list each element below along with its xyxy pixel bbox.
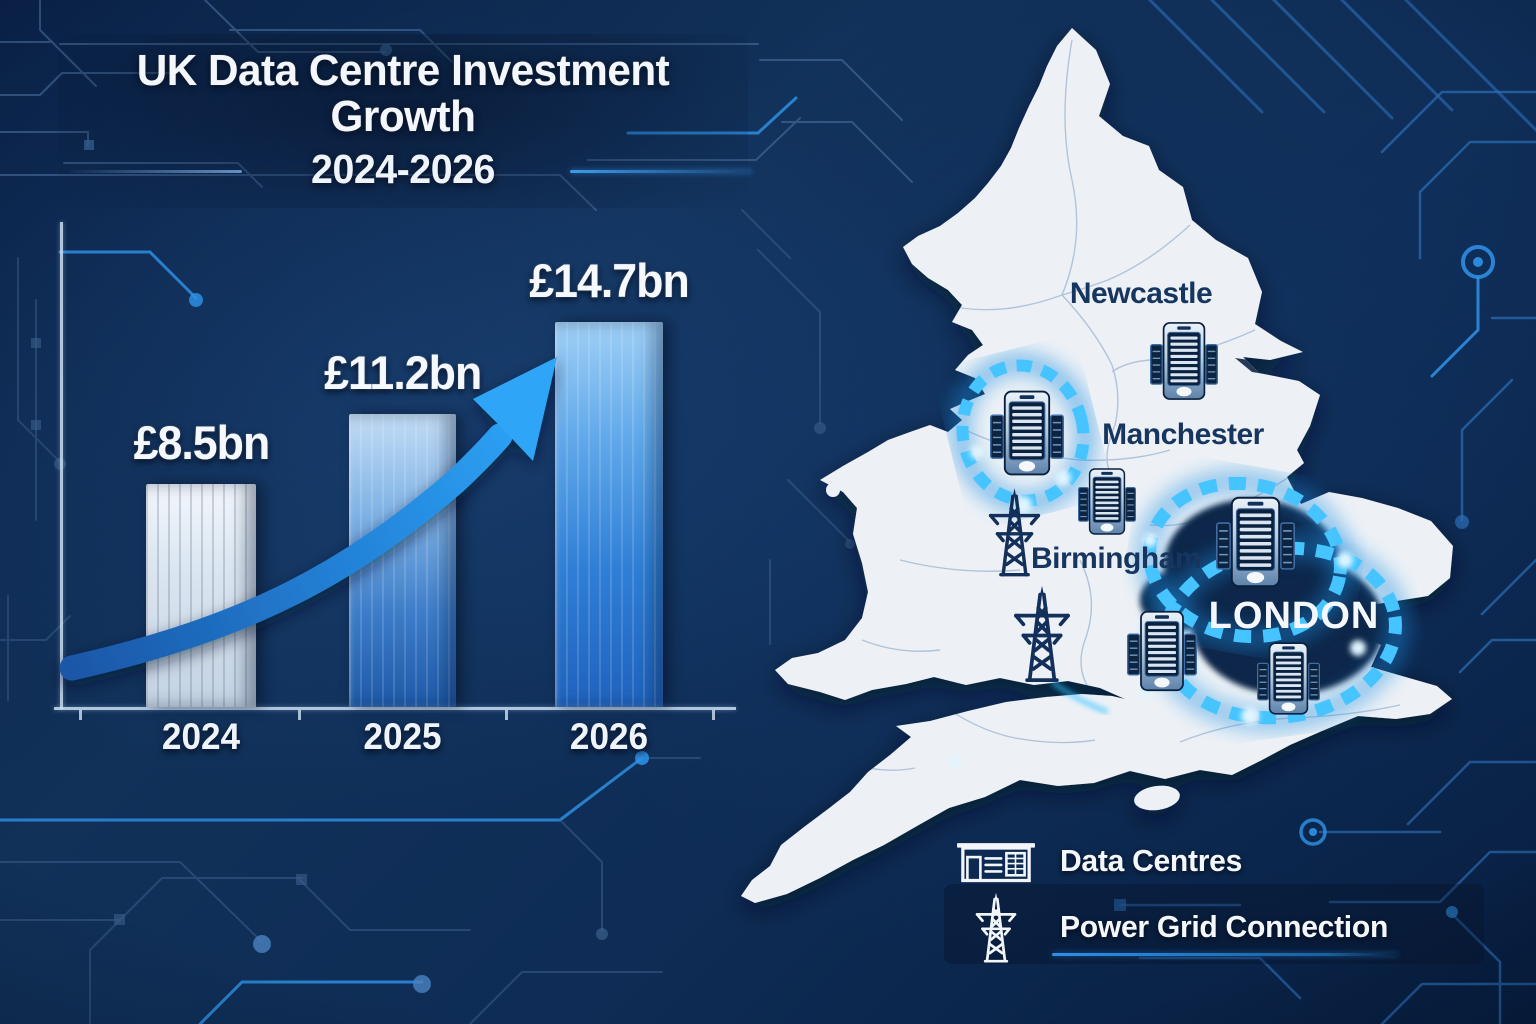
city-label-newcastle: Newcastle bbox=[1070, 277, 1212, 310]
page-subtitle: 2024-2026 bbox=[311, 146, 495, 193]
title-block: UK Data Centre Investment Growth 2024-20… bbox=[58, 34, 752, 209]
legend-row-data-centres: Data Centres bbox=[952, 832, 1512, 890]
bar-value-label-2025: £11.2bn bbox=[323, 346, 482, 399]
power-link-line bbox=[1050, 680, 1109, 714]
circuit-trace-group bbox=[1118, 760, 1536, 1024]
city-label-birmingham: Birmingham bbox=[1031, 542, 1201, 575]
x-axis-label-2026: 2026 bbox=[569, 716, 649, 757]
bar-2026 bbox=[555, 322, 663, 707]
circuit-trace-group bbox=[1380, 90, 1536, 674]
northwest-cluster-glow-ring bbox=[948, 351, 1098, 515]
data-centre-building-icon bbox=[952, 837, 1040, 885]
page-title: UK Data Centre Investment Growth bbox=[136, 46, 670, 142]
x-axis-label-2025: 2025 bbox=[363, 716, 442, 757]
subtitle-row: 2024-2026 bbox=[58, 146, 752, 198]
map-legend: Data Centres Power Grid Connection bbox=[944, 832, 1512, 964]
subtitle-decoration-line-left bbox=[70, 170, 242, 174]
circuit-trace-group bbox=[1147, 0, 1536, 132]
england-wales-map-shape bbox=[741, 28, 1453, 903]
circuit-trace-group bbox=[0, 257, 71, 701]
circuit-trace-group bbox=[0, 757, 701, 1024]
city-label-london: LONDON bbox=[1209, 595, 1380, 637]
chart-x-axis bbox=[54, 707, 736, 710]
x-axis-tick bbox=[79, 710, 82, 720]
bardsey-island-shape bbox=[826, 483, 840, 497]
bar-group-2026: £14.7bn bbox=[529, 253, 690, 707]
legend-decoration-line bbox=[1052, 953, 1398, 956]
power-pylon-icon bbox=[952, 891, 1040, 963]
x-axis-tick bbox=[298, 710, 301, 720]
city-label-manchester: Manchester bbox=[1102, 418, 1265, 451]
x-axis-label-2024: 2024 bbox=[161, 716, 241, 757]
circuit-trace-group bbox=[741, 209, 851, 645]
bar-value-label-2026: £14.7bn bbox=[529, 254, 690, 307]
isle-of-wight-shape bbox=[1134, 785, 1180, 811]
glow-spark-dots bbox=[949, 445, 1366, 768]
x-axis-tick bbox=[712, 710, 715, 720]
subtitle-decoration-line-right bbox=[570, 170, 752, 174]
legend-row-power-grid: Power Grid Connection bbox=[952, 898, 1512, 956]
x-axis-tick bbox=[505, 710, 508, 720]
legend-label-data-centres: Data Centres bbox=[1060, 843, 1243, 878]
legend-label-power-grid: Power Grid Connection bbox=[1060, 909, 1389, 944]
